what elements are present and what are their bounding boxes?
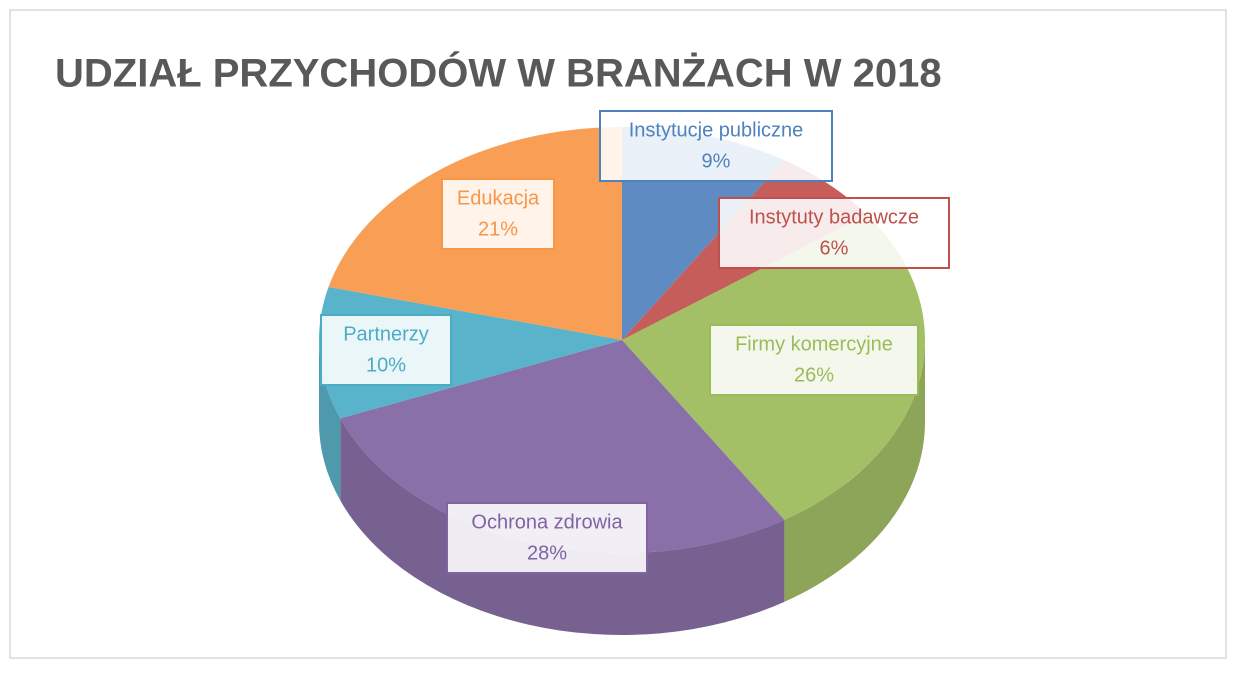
slice-label: Instytuty badawcze bbox=[749, 206, 919, 228]
slice bbox=[340, 340, 785, 553]
slice-label: Ochrona zdrowia bbox=[471, 511, 623, 533]
slice-value-label: 21% bbox=[478, 218, 518, 240]
slice-label: Firmy komercyjne bbox=[735, 333, 893, 355]
slice-value-label: 6% bbox=[820, 237, 849, 259]
slice-value-label: 26% bbox=[794, 364, 834, 386]
label-box bbox=[320, 314, 452, 386]
slice-value-label: 28% bbox=[527, 542, 567, 564]
label-box bbox=[441, 178, 555, 250]
chart-title: UDZIAŁ PRZYCHODÓW W BRANŻACH W 2018 bbox=[55, 50, 942, 96]
slice-side-shade bbox=[784, 340, 926, 602]
label-box bbox=[446, 502, 648, 574]
slice-label: Instytucje publiczne bbox=[629, 119, 804, 141]
slice-side-shade bbox=[340, 418, 785, 635]
slice-value-label: 10% bbox=[366, 354, 406, 376]
label-box bbox=[599, 110, 833, 182]
label-box bbox=[709, 324, 919, 396]
slice-label: Edukacja bbox=[457, 187, 540, 209]
label-box bbox=[718, 197, 950, 269]
slice-label: Partnerzy bbox=[343, 323, 429, 345]
slice-value-label: 9% bbox=[702, 150, 731, 172]
slice-side bbox=[784, 340, 926, 602]
slice-side bbox=[340, 418, 785, 635]
